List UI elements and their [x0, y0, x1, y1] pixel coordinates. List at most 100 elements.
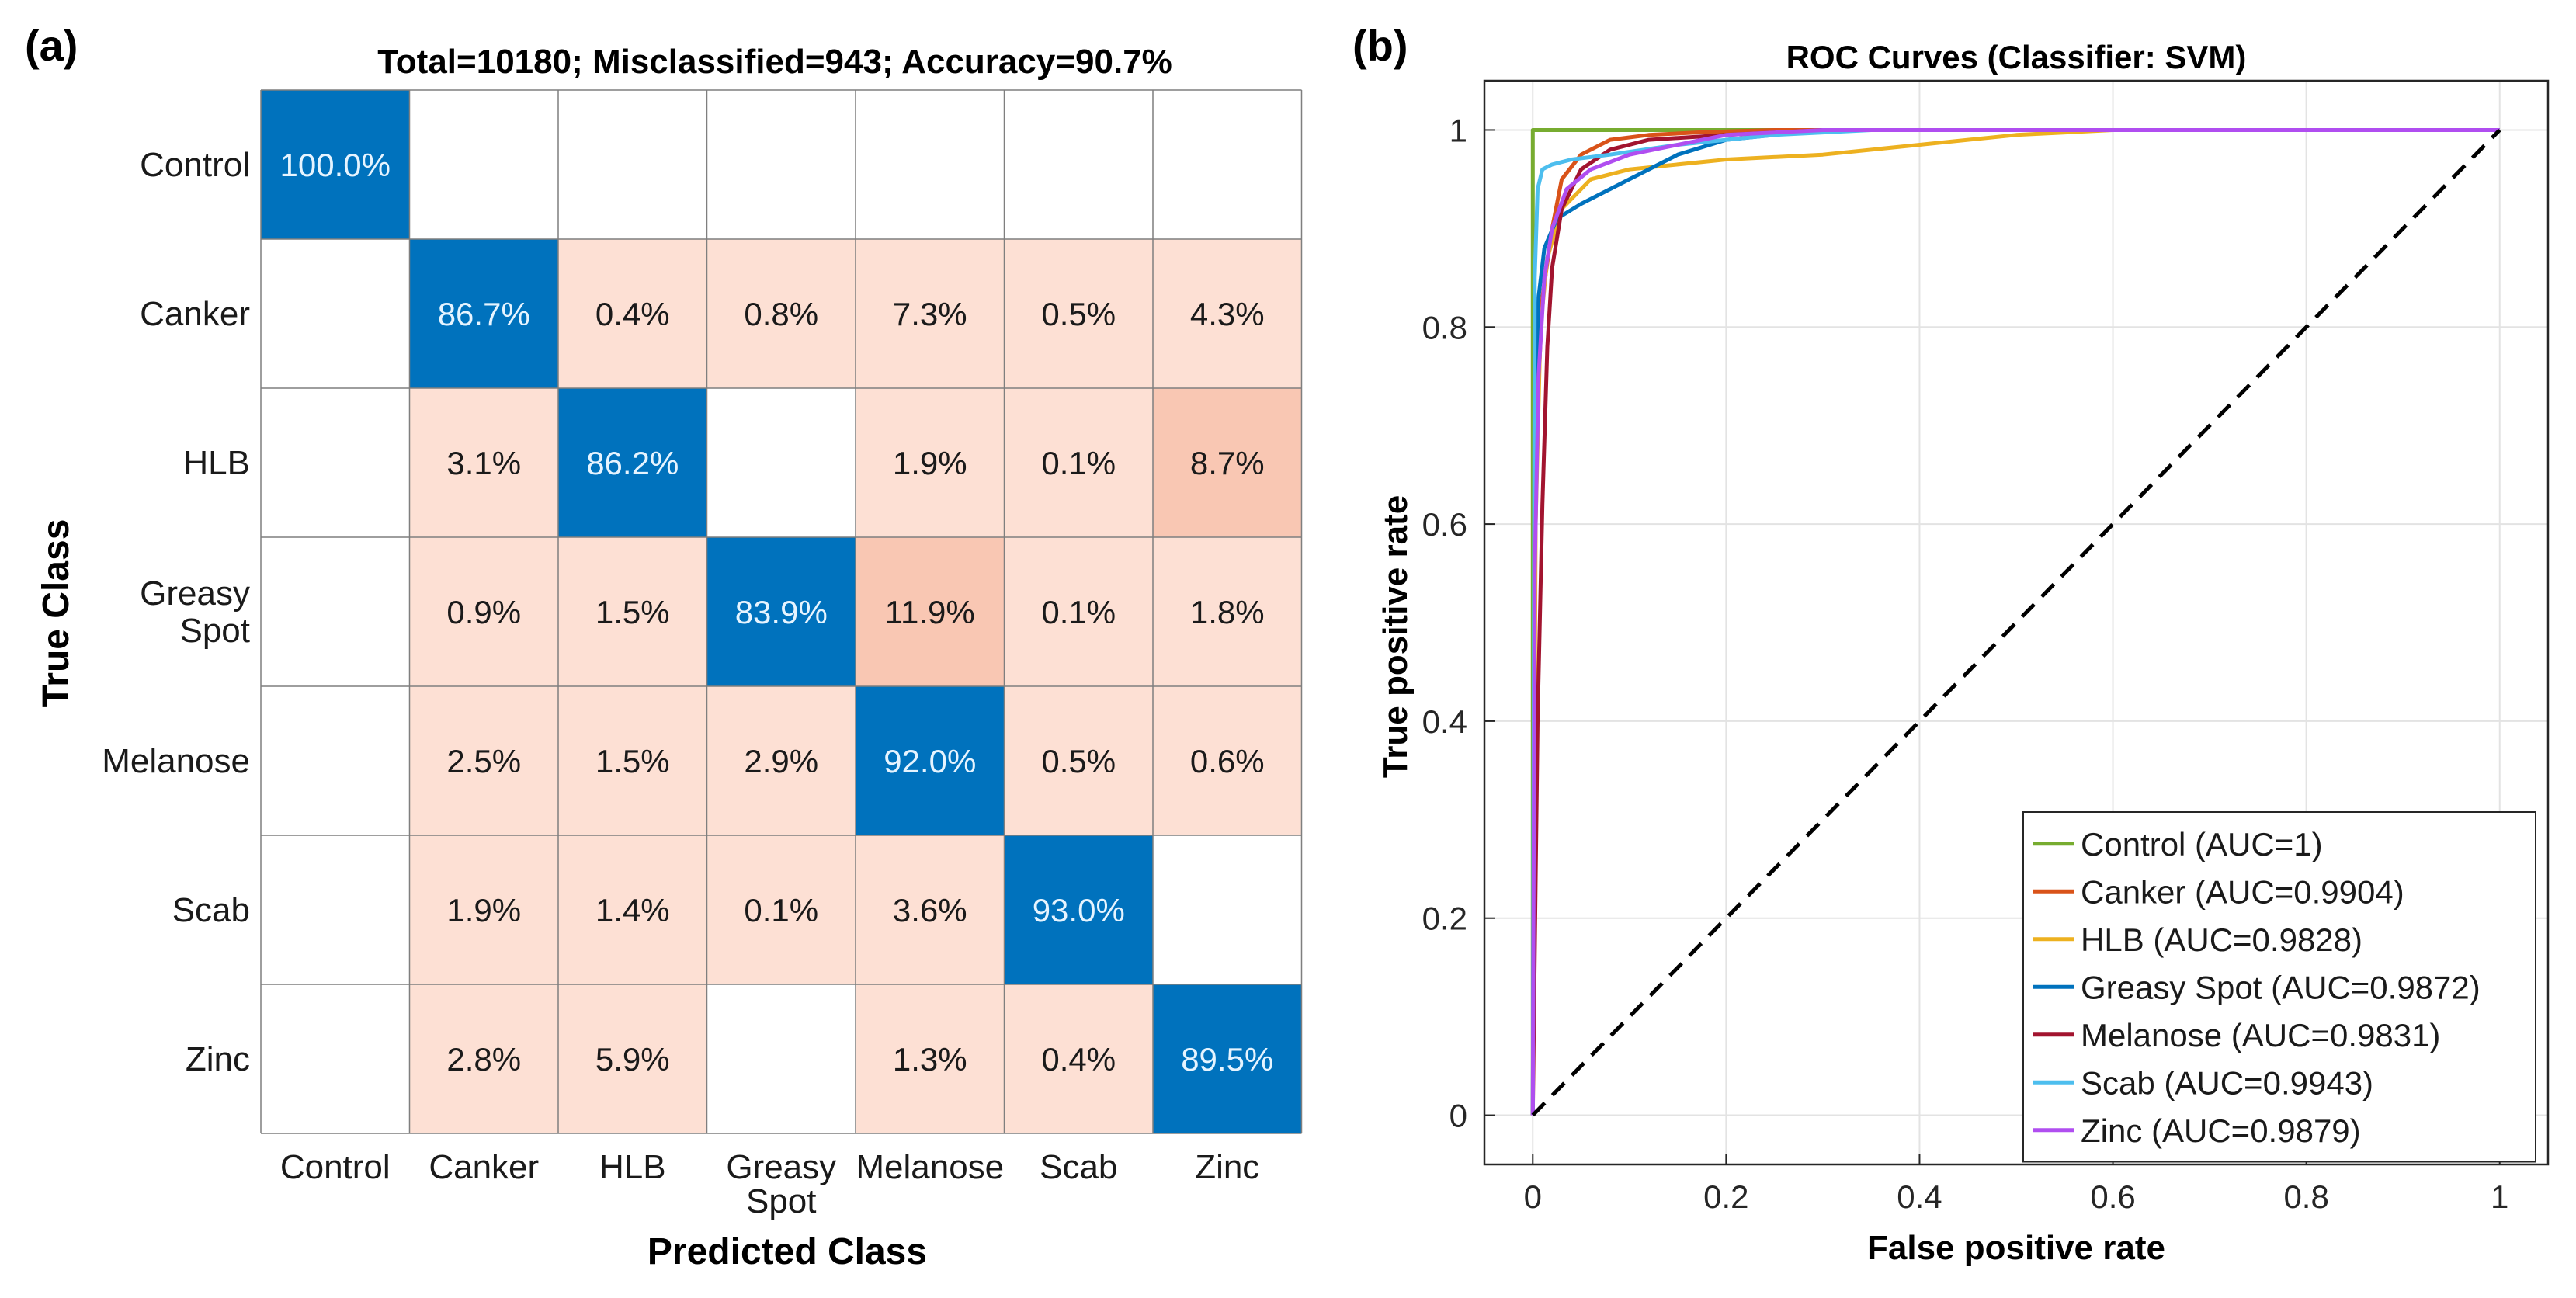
confusion-matrix-title: Total=10180; Misclassified=943; Accuracy…	[377, 43, 1172, 81]
cm-cell-r0-c3	[706, 90, 856, 239]
cm-value-r6-c6: 89.5%	[1181, 1041, 1273, 1078]
panel-a-label: (a)	[25, 21, 78, 70]
cm-value-r2-c2: 86.2%	[586, 445, 679, 481]
cm-cell-r0-c5	[1004, 90, 1153, 239]
roc-curve-6	[1530, 128, 2500, 1116]
cm-cell-r2-c0	[261, 388, 410, 537]
true-class-label-1: Canker	[140, 295, 250, 333]
true-class-label-6: Zinc	[186, 1040, 250, 1078]
cm-cell-r3-c2	[558, 537, 707, 686]
cm-cell-r4-c1	[409, 686, 558, 835]
cm-cell-r6-c3	[706, 984, 856, 1133]
true-class-label-4: Melanose	[102, 742, 250, 780]
cm-cell-r0-c2	[558, 90, 707, 239]
predicted-class-label-line: Zinc	[1195, 1148, 1259, 1186]
predicted-class-label-2: HLB	[599, 1148, 666, 1186]
cm-value-r2-c6: 8.7%	[1190, 445, 1265, 481]
cm-cell-r6-c1	[409, 984, 558, 1133]
cm-value-r5-c5: 93.0%	[1033, 892, 1125, 928]
cm-cell-r1-c4	[856, 239, 1005, 388]
true-class-label-line: HLB	[183, 444, 250, 482]
cm-value-r5-c2: 1.4%	[595, 892, 670, 928]
cm-cell-r3-c6	[1153, 537, 1302, 686]
roc-legend-entry-1: Canker (AUC=0.9904)	[2081, 873, 2404, 910]
cm-cell-r4-c6	[1153, 686, 1302, 835]
roc-y-tick-label: 0.2	[1422, 901, 1467, 937]
cm-value-r6-c4: 1.3%	[893, 1041, 967, 1078]
cm-value-r1-c1: 86.7%	[438, 296, 530, 332]
cm-value-r1-c4: 7.3%	[893, 296, 967, 332]
cm-cell-r1-c6	[1153, 239, 1302, 388]
roc-legend-entry-6: Zinc (AUC=0.9879)	[2081, 1112, 2361, 1149]
cm-value-r6-c5: 0.4%	[1041, 1041, 1116, 1078]
cm-value-r3-c5: 0.1%	[1041, 594, 1116, 630]
roc-axes-box	[1483, 79, 2550, 1166]
cm-cell-r6-c2	[558, 984, 707, 1133]
cm-value-r1-c2: 0.4%	[595, 296, 670, 332]
confusion-matrix-panel: (a) Total=10180; Misclassified=943; Accu…	[25, 21, 1303, 1272]
predicted-class-tick-labels: Control Canker HLB Greasy Spot Melanose Scab Zi…	[280, 1148, 1259, 1220]
cm-cell-r6-c4	[856, 984, 1005, 1133]
predicted-class-label-5: Scab	[1040, 1148, 1117, 1186]
roc-legend: Control (AUC=1) Canker (AUC=0.9904) HLB (A…	[2022, 811, 2536, 1163]
cm-value-r4-c6: 0.6%	[1190, 743, 1265, 779]
cm-cell-r0-c0	[261, 90, 410, 239]
roc-title: ROC Curves (Classifier: SVM)	[1786, 39, 2247, 75]
cm-cell-r2-c1	[409, 388, 558, 537]
cm-cell-r5-c3	[706, 835, 856, 984]
cm-value-r5-c3: 0.1%	[744, 892, 818, 928]
predicted-class-label-line: Canker	[429, 1148, 539, 1186]
cm-value-r6-c2: 5.9%	[595, 1041, 670, 1078]
cm-value-r6-c1: 2.8%	[446, 1041, 521, 1078]
cm-cell-r5-c1	[409, 835, 558, 984]
cm-cell-r5-c5	[1004, 835, 1153, 984]
cm-cell-r5-c4	[856, 835, 1005, 984]
true-class-label-0: Control	[140, 146, 250, 184]
true-class-label-line: Spot	[179, 612, 250, 650]
roc-x-axis-label: False positive rate	[1867, 1229, 2165, 1267]
cm-cell-r0-c6	[1153, 90, 1302, 239]
predicted-class-label-4: Melanose	[856, 1148, 1004, 1186]
cm-value-r2-c1: 3.1%	[446, 445, 521, 481]
predicted-class-label-3: Greasy Spot	[726, 1148, 836, 1220]
cm-cell-r1-c2	[558, 239, 707, 388]
roc-x-tick-label: 1	[2491, 1178, 2508, 1215]
cm-value-r5-c4: 3.6%	[893, 892, 967, 928]
cm-cell-r4-c5	[1004, 686, 1153, 835]
cm-value-r2-c5: 0.1%	[1041, 445, 1116, 481]
cm-value-r3-c1: 0.9%	[446, 594, 521, 630]
cm-cell-r4-c4	[856, 686, 1005, 835]
roc-legend-entry-5: Scab (AUC=0.9943)	[2081, 1064, 2373, 1101]
cm-value-r0-c0: 100.0%	[280, 147, 391, 183]
predicted-class-label-line: Greasy	[726, 1148, 836, 1186]
cm-cell-r2-c6	[1153, 388, 1302, 537]
cm-cell-r3-c0	[261, 537, 410, 686]
predicted-class-label-line: Scab	[1040, 1148, 1117, 1186]
cm-cell-r4-c2	[558, 686, 707, 835]
cm-cell-r1-c5	[1004, 239, 1153, 388]
roc-x-tick-label: 0.6	[2090, 1178, 2135, 1215]
predicted-class-label-0: Control	[280, 1148, 391, 1186]
cm-value-r3-c2: 1.5%	[595, 594, 670, 630]
cm-cell-r5-c2	[558, 835, 707, 984]
cm-cell-r5-c6	[1153, 835, 1302, 984]
cm-cell-r2-c2	[558, 388, 707, 537]
cm-value-r4-c1: 2.5%	[446, 743, 521, 779]
cm-value-r1-c3: 0.8%	[744, 296, 818, 332]
true-class-label-line: Control	[140, 146, 250, 184]
cm-cell-r3-c4	[856, 537, 1005, 686]
true-class-axis-label: True Class	[36, 519, 77, 708]
cm-cell-r6-c0	[261, 984, 410, 1133]
predicted-class-label-6: Zinc	[1195, 1148, 1259, 1186]
roc-y-tick-labels: 0 0.2 0.4 0.6 0.8 1	[1422, 112, 1495, 1134]
roc-legend-entry-3: Greasy Spot (AUC=0.9872)	[2081, 969, 2481, 1005]
cm-cell-r4-c3	[706, 686, 856, 835]
true-class-label-line: Melanose	[102, 742, 250, 780]
roc-legend-entry-2: HLB (AUC=0.9828)	[2081, 921, 2362, 958]
cm-cell-r0-c4	[856, 90, 1005, 239]
cm-value-r3-c6: 1.8%	[1190, 594, 1265, 630]
roc-y-tick-label: 0	[1449, 1098, 1467, 1134]
cm-value-r2-c4: 1.9%	[893, 445, 967, 481]
roc-curve-5	[1530, 128, 2500, 1116]
roc-x-tick-label: 0.4	[1897, 1178, 1942, 1215]
